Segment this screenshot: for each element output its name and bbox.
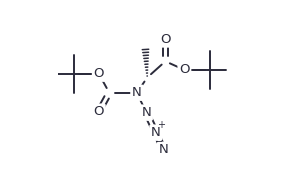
Text: O: O: [160, 33, 171, 46]
Text: O: O: [94, 105, 104, 118]
Text: N: N: [132, 86, 142, 99]
Text: O: O: [179, 63, 190, 76]
Text: N: N: [159, 143, 168, 156]
Text: −: −: [155, 137, 163, 147]
Text: N: N: [141, 106, 151, 119]
Text: N: N: [151, 126, 161, 139]
Text: +: +: [157, 120, 165, 130]
Text: O: O: [94, 67, 104, 80]
